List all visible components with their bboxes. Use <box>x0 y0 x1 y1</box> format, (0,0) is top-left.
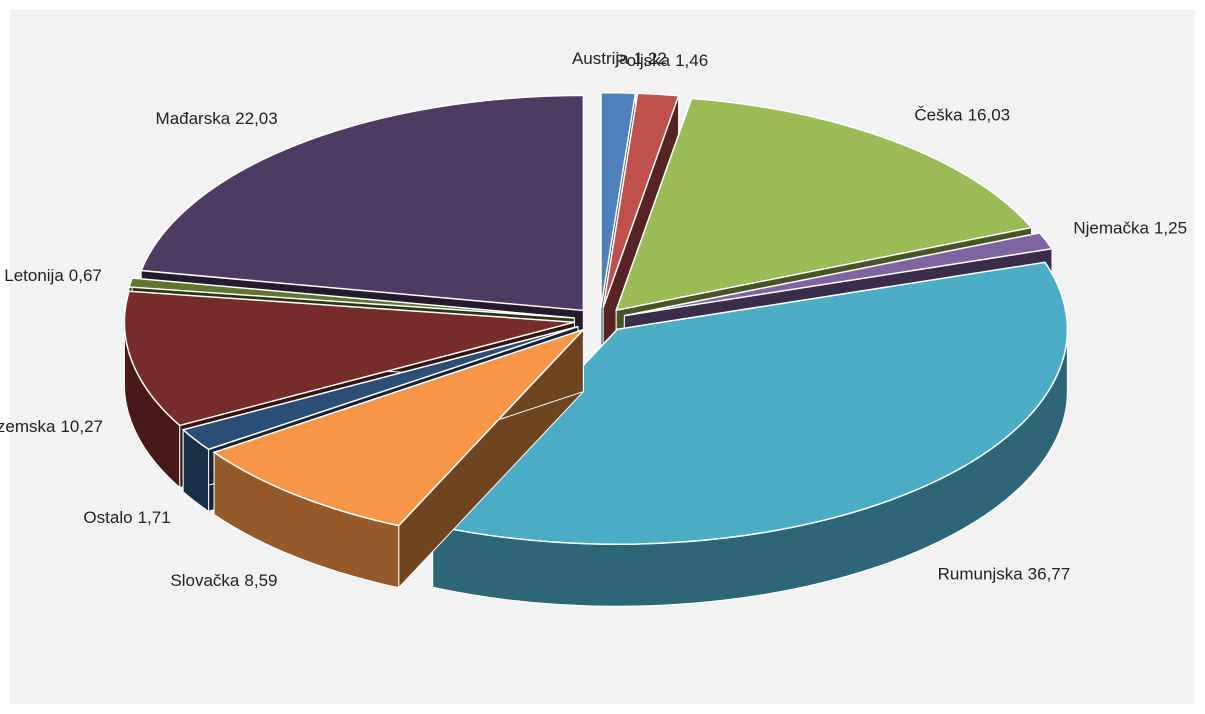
label-value: 1,71 <box>138 508 171 527</box>
label-category: Ostalo <box>83 508 132 527</box>
slice <box>615 97 1033 312</box>
slice <box>624 232 1054 317</box>
label-category: Češka <box>914 106 963 125</box>
label-value: 16,03 <box>968 106 1011 125</box>
slice <box>140 94 585 312</box>
data-label: Poljska 1,46 <box>615 51 708 70</box>
label-value: 22,03 <box>235 109 278 128</box>
label-value: 36,77 <box>1028 565 1071 584</box>
label-value: 1,22 <box>634 50 667 69</box>
label-value: 1,25 <box>1154 219 1187 238</box>
slice <box>128 277 575 319</box>
label-category: Rumunjska <box>938 565 1024 584</box>
data-label: Ostalo 1,71 <box>83 508 170 527</box>
label-value: 10,27 <box>60 418 103 437</box>
label-category: Letonija <box>4 267 64 286</box>
label-value: 1,46 <box>675 51 708 70</box>
data-label: Mađarska 22,03 <box>156 109 278 128</box>
label-category: Austrija <box>572 50 629 69</box>
data-label: Letonija 0,67 <box>4 267 102 286</box>
data-label: Slovačka 8,59 <box>170 572 277 591</box>
slice <box>212 328 584 527</box>
label-value: 0,67 <box>69 267 102 286</box>
label-category: Nizozemska <box>0 418 56 437</box>
data-label: Nizozemska10,27 <box>0 418 103 437</box>
label-category: Njemačka <box>1073 219 1149 238</box>
label-category: Mađarska <box>156 109 231 128</box>
slice <box>212 328 584 589</box>
slice <box>431 261 1069 545</box>
data-label: Rumunjska 36,77 <box>938 565 1071 584</box>
label-value: 8,59 <box>244 572 277 591</box>
data-label: Njemačka 1,25 <box>1073 219 1187 238</box>
data-label: Češka 16,03 <box>914 106 1010 125</box>
slice <box>181 325 579 451</box>
label-category: Slovačka <box>170 572 240 591</box>
data-label: Austrija 1,22 <box>572 50 667 69</box>
slice <box>602 92 680 308</box>
slice <box>123 290 575 427</box>
slice <box>600 91 637 308</box>
label-category: Poljska <box>615 51 670 70</box>
